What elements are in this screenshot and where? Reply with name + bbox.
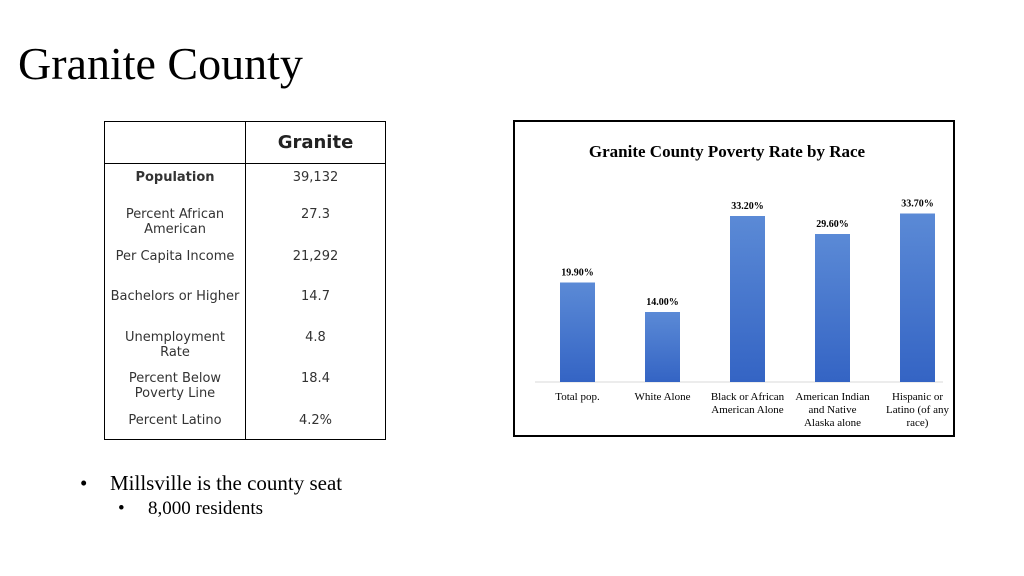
data-label-1: 14.00% (646, 297, 679, 308)
row-value: 27.3 (245, 207, 386, 249)
row-label: Bachelors or Higher (104, 289, 246, 330)
table-row: Bachelors or Higher 14.7 (104, 289, 386, 330)
data-label-4: 33.70% (901, 199, 934, 210)
chart-title: Granite County Poverty Rate by Race (589, 142, 866, 161)
data-label-0: 19.90% (561, 268, 594, 279)
table-header-empty (104, 121, 246, 164)
row-label: Percent Below Poverty Line (104, 371, 246, 413)
county-stats-table: Granite Population 39,132 Percent Africa… (104, 121, 386, 440)
row-label: Per Capita Income (104, 249, 246, 289)
bar-4 (900, 213, 935, 382)
bullet-list: • Millsville is the county seat • 8,000 … (80, 470, 342, 522)
category-label-4: Hispanic or Latino (of any race) (886, 391, 949, 429)
category-label-0: Total pop. (555, 391, 600, 403)
table-row: Per Capita Income 21,292 (104, 249, 386, 289)
table-header-granite: Granite (245, 121, 386, 164)
bar-2 (730, 216, 765, 382)
bar-3 (815, 234, 850, 382)
row-value: 39,132 (245, 163, 386, 207)
category-label-1: White Alone (635, 391, 691, 403)
row-value: 21,292 (245, 249, 386, 289)
row-value: 4.2% (245, 413, 386, 440)
bar-1 (645, 312, 680, 382)
data-label-3: 29.60% (816, 219, 849, 230)
row-label: Population (104, 163, 246, 207)
bullet-item-residents: • 8,000 residents (80, 496, 342, 522)
table-row: Unemployment Rate 4.8 (104, 330, 386, 371)
category-label-2: Black or African American Alone (711, 391, 785, 416)
table-row: Percent Below Poverty Line 18.4 (104, 371, 386, 413)
row-value: 18.4 (245, 371, 386, 413)
table-header-row: Granite (104, 121, 386, 164)
bullet-dot-icon: • (118, 498, 125, 519)
table-row: Population 39,132 (104, 163, 386, 207)
bullet-text: 8,000 residents (148, 498, 264, 519)
row-value: 14.7 (245, 289, 386, 330)
chart-svg: Granite County Poverty Rate by Race 19.9… (535, 142, 949, 429)
data-label-2: 33.20% (731, 201, 764, 212)
table-row: Percent Latino 4.2% (104, 413, 386, 440)
slide-title: Granite County (18, 38, 303, 89)
row-value: 4.8 (245, 330, 386, 371)
bullet-item-county-seat: • Millsville is the county seat (80, 470, 342, 496)
poverty-chart: Granite County Poverty Rate by Race 19.9… (513, 120, 955, 437)
category-label-3: American Indian and Native Alaska alone (795, 391, 870, 429)
bullet-dot-icon: • (80, 471, 88, 495)
bullet-text: Millsville is the county seat (110, 471, 343, 495)
table-row: Percent African American 27.3 (104, 207, 386, 249)
row-label: Unemployment Rate (104, 330, 246, 371)
bar-0 (560, 282, 595, 382)
row-label: Percent Latino (104, 413, 246, 440)
row-label: Percent African American (104, 207, 246, 249)
